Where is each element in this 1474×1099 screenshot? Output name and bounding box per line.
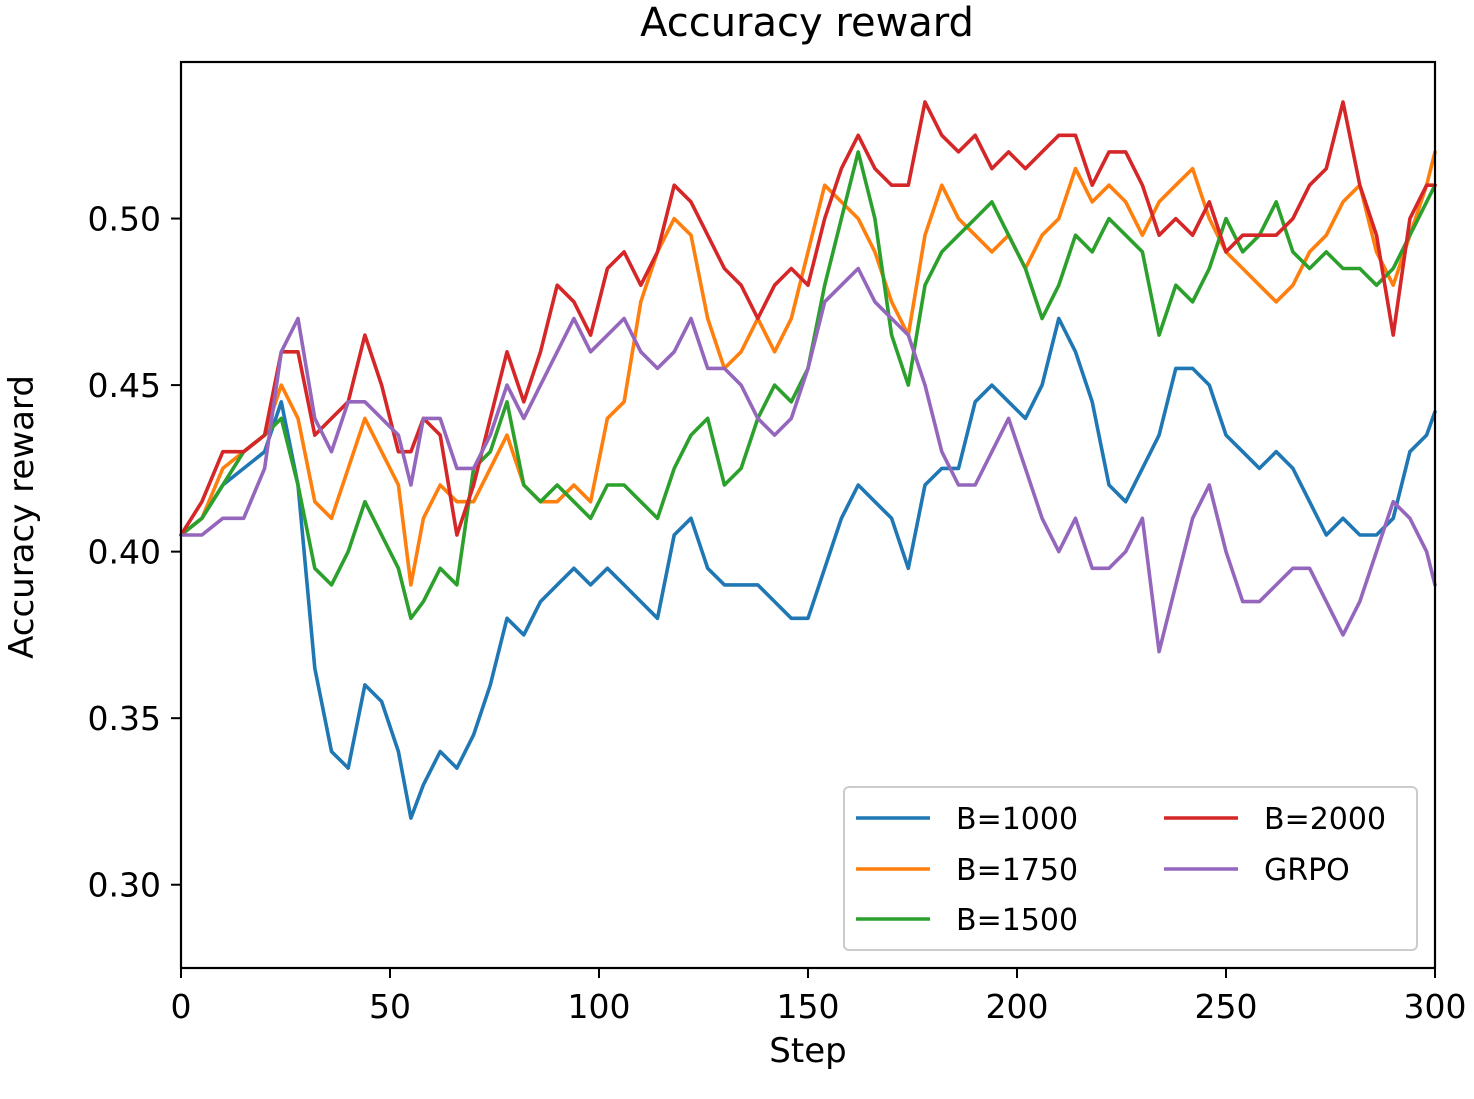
- legend-label-3: B=2000: [1264, 802, 1386, 837]
- x-tick-label: 150: [777, 987, 840, 1026]
- legend-label-4: GRPO: [1264, 853, 1350, 888]
- chart-title: Accuracy reward: [640, 0, 974, 46]
- legend-label-0: B=1000: [956, 802, 1078, 837]
- series-line-2: [179, 150, 1437, 621]
- series-line-0: [179, 316, 1437, 820]
- x-tick-label: 0: [171, 987, 192, 1026]
- series-line-1: [179, 150, 1437, 587]
- x-axis-label: Step: [769, 1031, 846, 1071]
- y-tick-label: 0.40: [88, 533, 161, 572]
- legend-box: [843, 786, 1418, 951]
- x-tick-label: 200: [986, 987, 1049, 1026]
- x-tick-label: 100: [568, 987, 631, 1026]
- legend-label-1: B=1750: [956, 853, 1078, 888]
- y-axis-label: Accuracy reward: [2, 375, 42, 659]
- y-tick-label: 0.30: [88, 866, 161, 905]
- y-axis: 0.30 0.35 0.40 0.45 0.50: [88, 200, 181, 905]
- x-tick-label: 50: [369, 987, 411, 1026]
- legend: B=1000 B=1750 B=1500 B=2000 GRPO: [843, 786, 1418, 951]
- y-tick-label: 0.35: [88, 699, 161, 738]
- x-tick-label: 300: [1404, 987, 1467, 1026]
- series-line-3: [179, 100, 1437, 537]
- y-tick-label: 0.50: [88, 200, 161, 239]
- y-tick-label: 0.45: [88, 366, 161, 405]
- plot-area: [179, 100, 1437, 820]
- series-line-4: [179, 266, 1437, 654]
- x-axis: 0 50 100 150 200 250 300: [171, 968, 1467, 1026]
- legend-label-2: B=1500: [956, 903, 1078, 938]
- x-tick-label: 250: [1195, 987, 1258, 1026]
